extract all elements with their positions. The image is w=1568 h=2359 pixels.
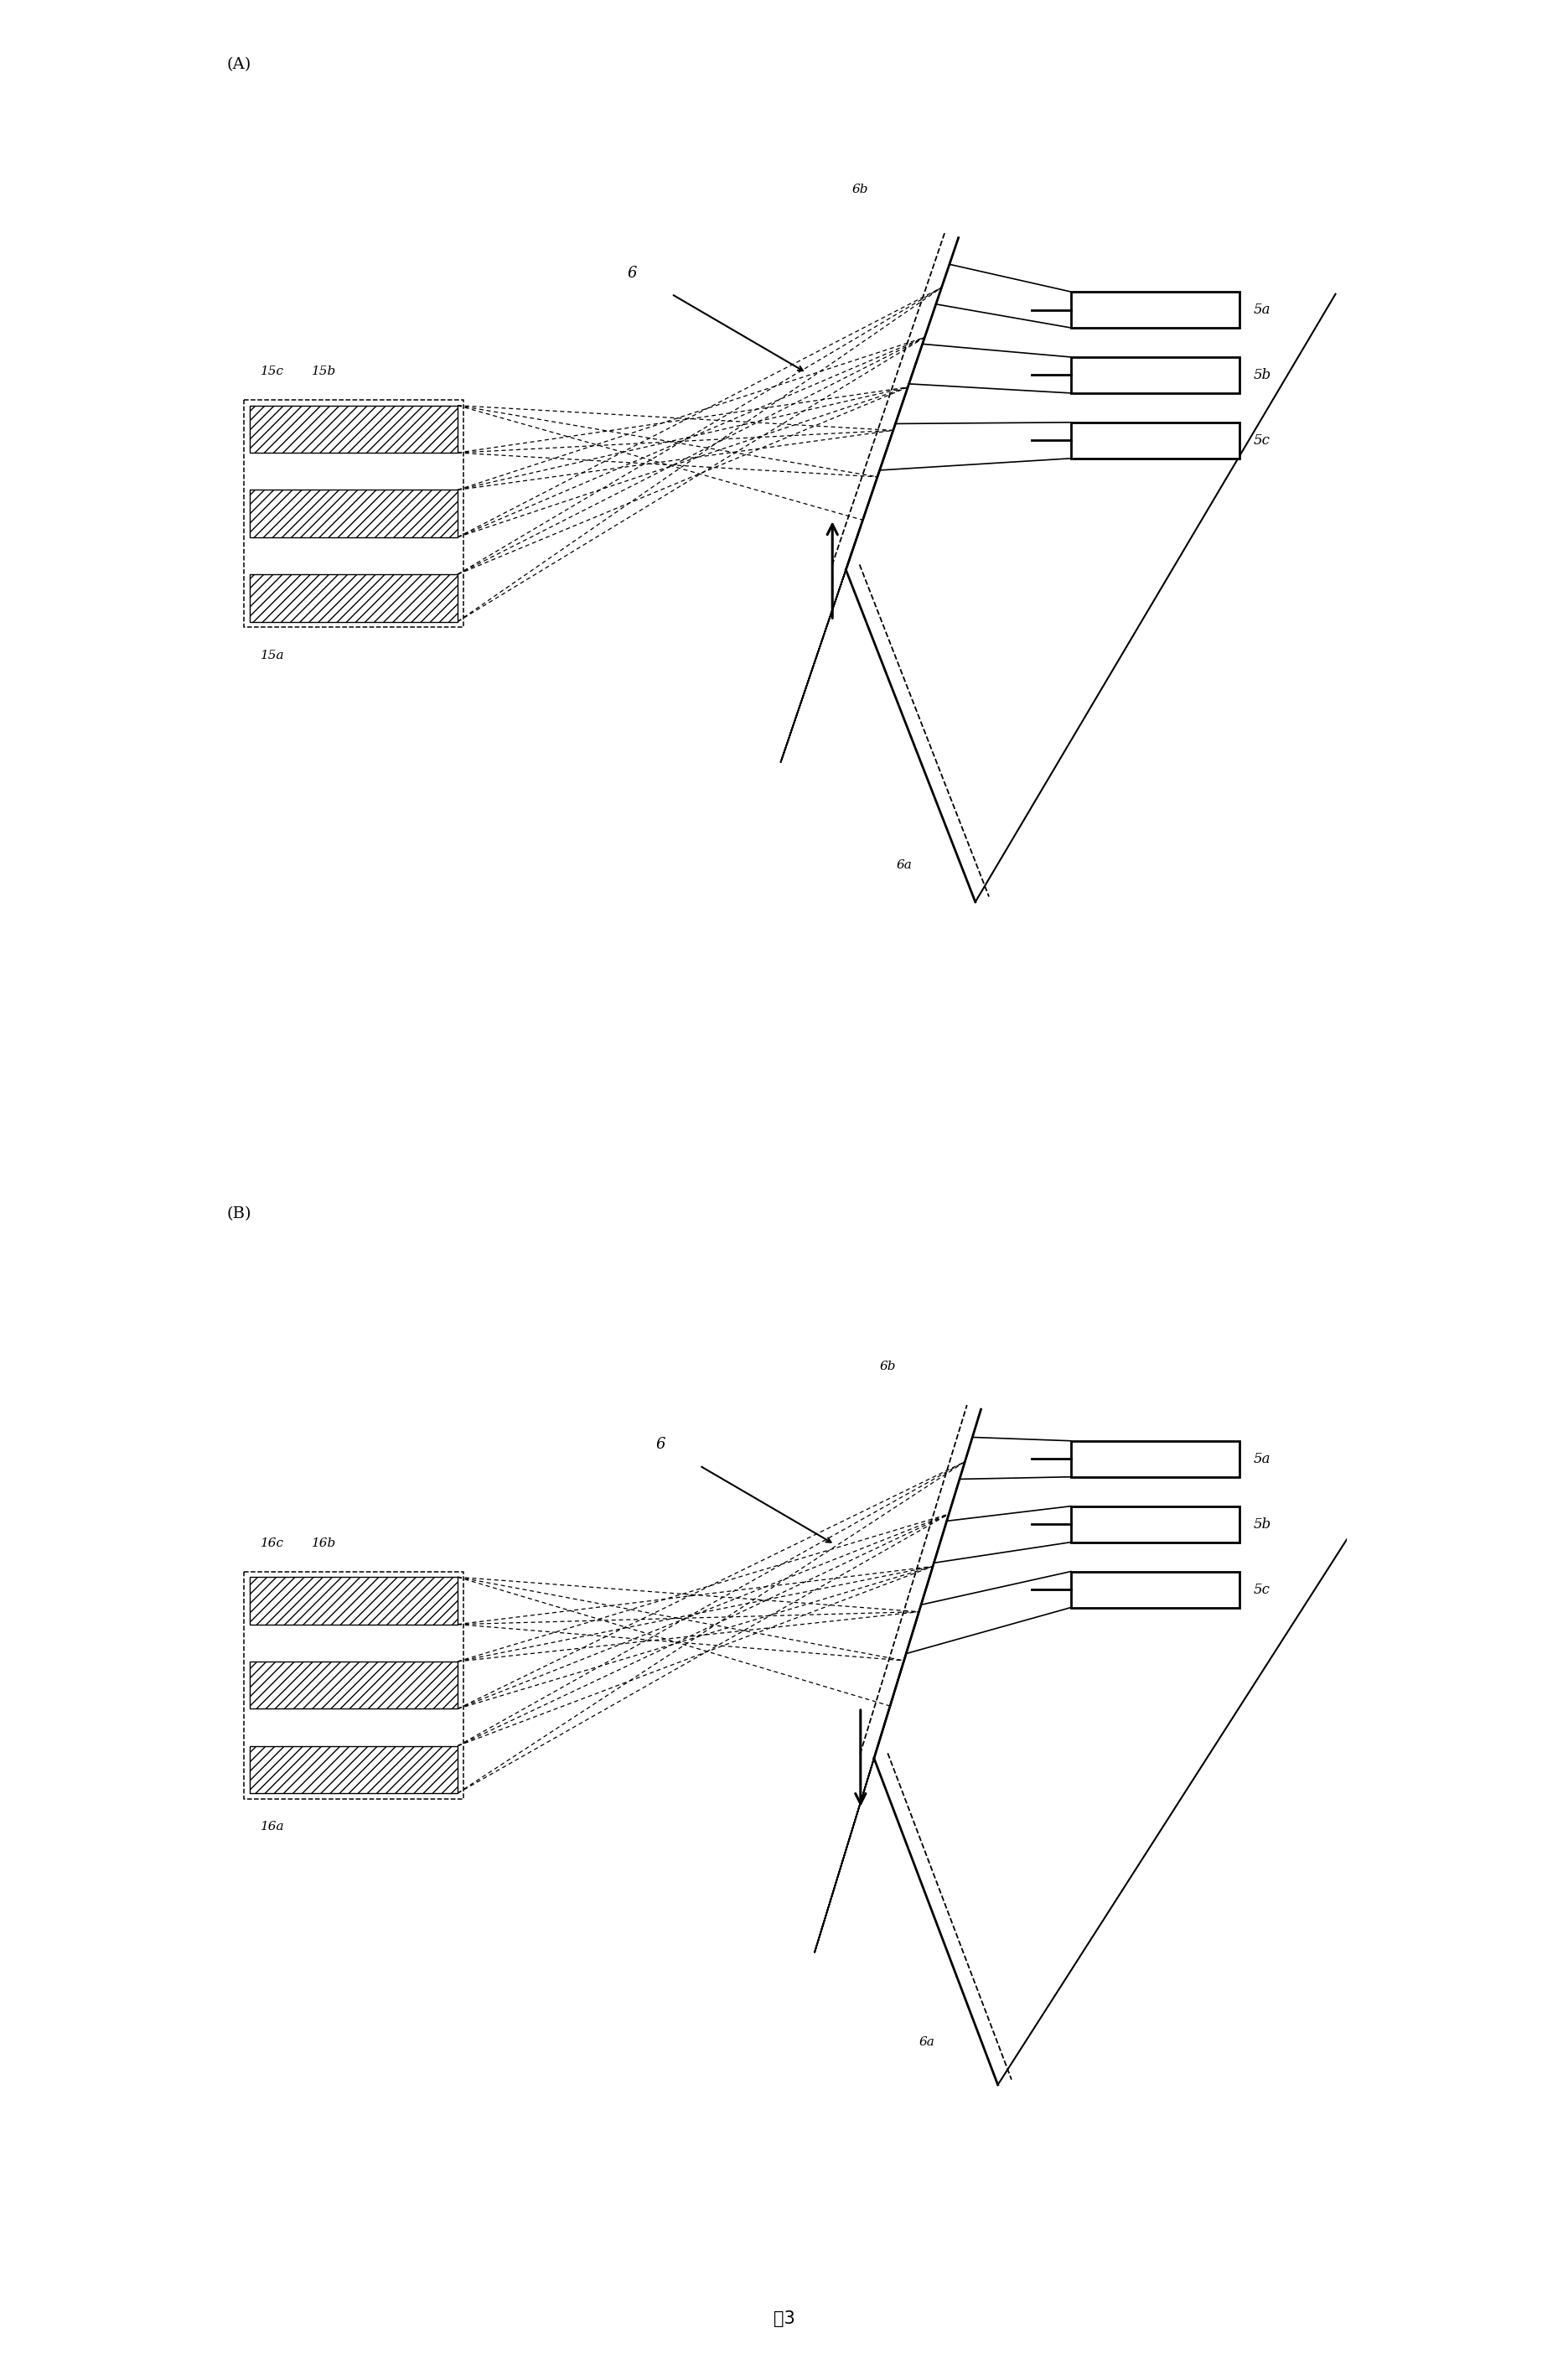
Bar (249, 406, 458, 453)
Text: 6b: 6b (851, 184, 867, 196)
Text: 6: 6 (655, 1437, 665, 1453)
Text: (A): (A) (227, 57, 251, 73)
Text: 15b: 15b (312, 366, 336, 377)
Bar (249, 1746, 458, 1793)
Text: 16a: 16a (260, 1821, 285, 1833)
Text: 15c: 15c (260, 366, 284, 377)
Text: 5b: 5b (1253, 1517, 1272, 1531)
Bar (249, 1661, 458, 1708)
Text: 6a: 6a (919, 2036, 935, 2048)
Bar (1071, 293, 1240, 328)
Bar (249, 573, 458, 623)
Bar (1071, 1505, 1240, 1543)
Text: 6b: 6b (880, 1361, 895, 1373)
Text: 图3: 图3 (773, 2309, 795, 2326)
Text: 16c: 16c (260, 1538, 284, 1550)
Bar (249, 1578, 458, 1625)
Bar (1071, 1571, 1240, 1606)
Text: 6a: 6a (897, 859, 913, 870)
Bar (1071, 356, 1240, 394)
Text: 5c: 5c (1253, 434, 1270, 448)
Text: 5b: 5b (1253, 368, 1272, 382)
Text: 5c: 5c (1253, 1583, 1270, 1597)
Text: (B): (B) (227, 1205, 251, 1222)
Bar (1071, 1441, 1240, 1477)
Text: 5a: 5a (1253, 302, 1270, 316)
Text: 15a: 15a (260, 649, 285, 661)
Bar (1071, 422, 1240, 458)
Text: 16b: 16b (312, 1538, 336, 1550)
Text: 5a: 5a (1253, 1451, 1270, 1465)
Bar (249, 491, 458, 538)
Text: 6: 6 (627, 267, 637, 281)
